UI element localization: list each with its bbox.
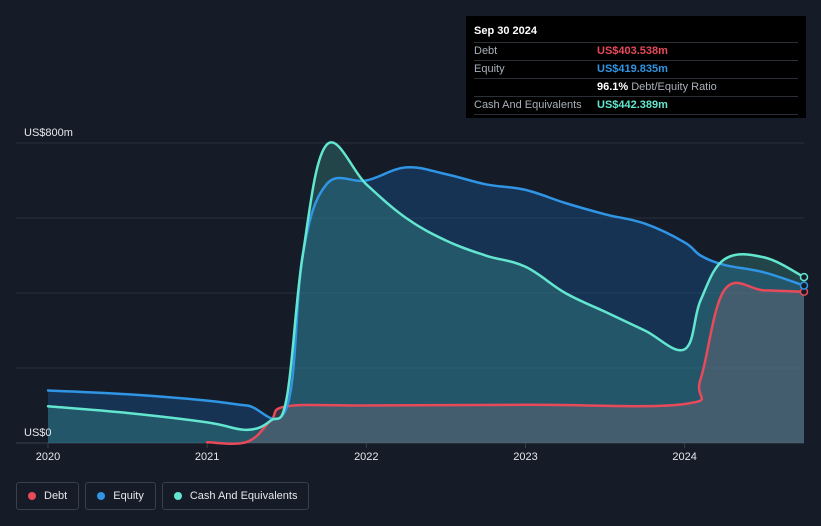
chart-legend: Debt Equity Cash And Equivalents bbox=[16, 482, 310, 510]
x-tick-label: 2023 bbox=[513, 451, 537, 463]
legend-item-cash[interactable]: Cash And Equivalents bbox=[161, 482, 310, 510]
tooltip-row-ratio: 96.1% Debt/Equity Ratio bbox=[474, 78, 798, 96]
tooltip-value: 96.1% bbox=[597, 81, 629, 93]
data-tooltip: Sep 30 2024 Debt US$403.538m Equity US$4… bbox=[466, 16, 806, 118]
series-line-equity bbox=[46, 165, 806, 421]
tooltip-date: Sep 30 2024 bbox=[474, 25, 537, 37]
series-area-cash-and-equivalents bbox=[48, 142, 804, 443]
tooltip-row-debt: Debt US$403.538m bbox=[474, 42, 798, 60]
series-area-debt bbox=[207, 282, 804, 444]
y-tick-label: US$0 bbox=[24, 427, 52, 439]
series-line-cash-and-equivalents bbox=[46, 141, 806, 432]
series-end-markers bbox=[799, 272, 809, 296]
equity-dot-icon bbox=[97, 492, 106, 500]
x-tick-label: 2022 bbox=[354, 451, 378, 463]
debt-dot-icon bbox=[28, 492, 36, 500]
end-marker-cash-and-equivalents bbox=[799, 272, 809, 282]
cash-dot-icon bbox=[173, 492, 182, 500]
x-tick-label: 2021 bbox=[195, 451, 219, 463]
tooltip-row-equity: Equity US$419.835m bbox=[474, 60, 798, 78]
x-tick-label: 2020 bbox=[36, 451, 60, 463]
legend-label: Equity bbox=[113, 490, 144, 502]
tooltip-label bbox=[474, 79, 597, 96]
y-axis-tick-labels: US$800m US$0 bbox=[24, 127, 73, 439]
legend-label: Cash And Equivalents bbox=[189, 490, 298, 502]
tooltip-label: Equity bbox=[474, 63, 505, 75]
legend-label: Debt bbox=[44, 490, 68, 502]
series-lines bbox=[46, 141, 806, 445]
tooltip-value: US$442.389m bbox=[597, 99, 668, 111]
x-axis-tick-labels: 2020 2021 2022 2023 2024 bbox=[36, 451, 697, 463]
legend-item-equity[interactable]: Equity bbox=[85, 482, 156, 510]
tooltip-row-cash: Cash And Equivalents US$442.389m bbox=[474, 96, 798, 115]
series-area-equity bbox=[48, 167, 804, 443]
grid-lines bbox=[16, 142, 804, 448]
tooltip-value: US$419.835m bbox=[597, 63, 668, 75]
tooltip-value: US$403.538m bbox=[597, 45, 668, 57]
series-areas bbox=[48, 142, 804, 444]
tooltip-note: Debt/Equity Ratio bbox=[631, 81, 717, 93]
tooltip-label: Debt bbox=[474, 45, 498, 57]
y-tick-label: US$800m bbox=[24, 127, 73, 139]
legend-item-debt[interactable]: Debt bbox=[16, 482, 80, 510]
tooltip-label: Cash And Equivalents bbox=[474, 99, 582, 111]
end-marker-equity bbox=[799, 281, 809, 290]
x-tick-label: 2024 bbox=[672, 451, 696, 463]
